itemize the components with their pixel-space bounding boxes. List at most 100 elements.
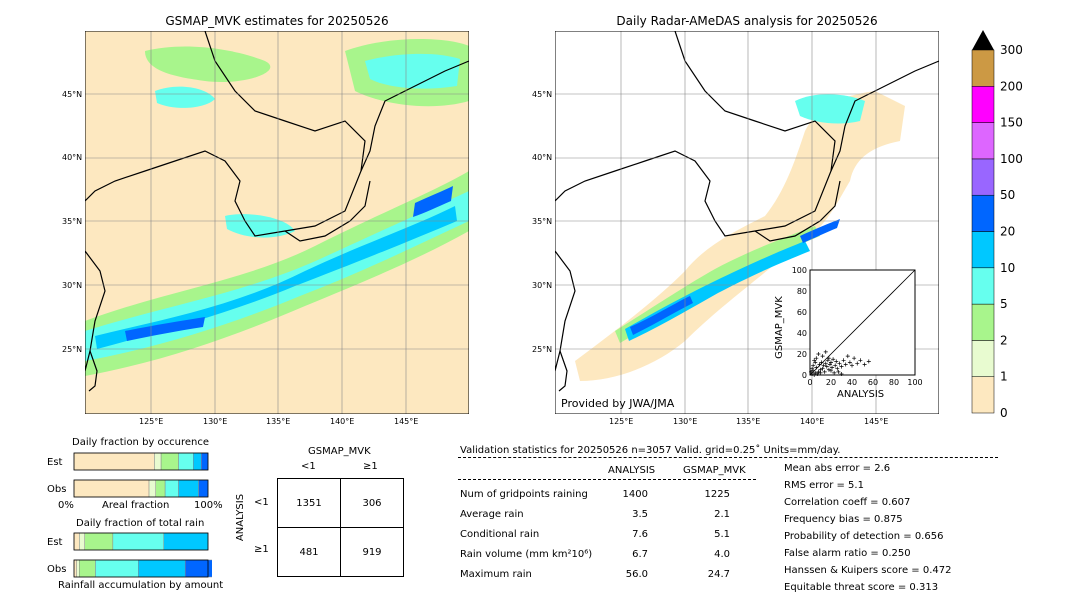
coastline-honshu	[284, 180, 371, 242]
validation-row-label: Maximum rain	[460, 569, 532, 580]
colorbar-labels: 0 1 2 5 10 20 50 100 150 200 300	[1000, 43, 1023, 420]
scatter-point	[813, 360, 818, 365]
validation-col-gsmap: GSMAP_MVK	[683, 465, 746, 476]
stack-bar-frame	[73, 452, 209, 471]
occurrence-title: Daily fraction by occurence	[72, 437, 210, 448]
stack-segment	[95, 559, 139, 578]
scatter-point	[820, 366, 825, 371]
validation-divider	[458, 457, 998, 458]
rain-core-2	[413, 186, 453, 217]
colorbar-label: 300	[1000, 43, 1023, 57]
scatter-point	[822, 369, 827, 374]
scatter-point	[823, 361, 828, 366]
validation-row-analysis: 1400	[622, 489, 648, 500]
colorbar-label: 1	[1000, 370, 1008, 384]
contingency-row-label-ge1: ≥1	[254, 544, 269, 555]
contingency-cell-01: 306	[340, 478, 404, 528]
right-map-title: Daily Radar-AMeDAS analysis for 20250526	[616, 14, 878, 28]
left-lon-label-135: 135°E	[266, 417, 291, 426]
left-map	[85, 31, 469, 414]
colorbar-label: 2	[1000, 333, 1008, 347]
coastline-china	[85, 250, 106, 372]
scatter-point	[830, 365, 835, 370]
score-rmse: RMS error = 5.1	[784, 480, 864, 491]
validation-row-label: Rain volume (mm km²10⁶)	[460, 549, 593, 560]
occurrence-chart	[73, 452, 209, 498]
left-map-title: GSMAP_MVK estimates for 20250526	[165, 14, 389, 28]
stack-segment	[84, 532, 114, 551]
score-mae: Mean abs error = 2.6	[784, 463, 891, 474]
right-lon-label-145: 145°E	[864, 417, 889, 426]
colorbar-box	[971, 376, 995, 414]
coastline-north	[360, 60, 469, 172]
colorbar-label: 10	[1000, 261, 1015, 275]
colorbar-label: 200	[1000, 79, 1023, 93]
scatter-point	[812, 373, 817, 377]
colorbar: 0 1 2 5 10 20 50 100 150 200 300	[971, 30, 1023, 420]
rain-north-4	[155, 86, 215, 108]
scatter-point	[818, 370, 823, 375]
scatter-point	[811, 368, 816, 373]
stack-segment	[198, 479, 209, 498]
scatter-xlabel: ANALYSIS	[837, 389, 885, 400]
score-pod: Probability of detection = 0.656	[784, 531, 944, 542]
rain-north-1	[145, 46, 271, 82]
scatter-x-tick: 20	[826, 378, 836, 387]
scatter-ylabel: GSMAP_MVK	[773, 296, 785, 359]
scatter-point	[836, 369, 841, 374]
stack-segment	[154, 452, 162, 471]
radar-rain-core-2	[800, 219, 840, 243]
right-lat-label-40: 40°N	[532, 153, 553, 162]
scatter-point	[843, 362, 848, 367]
stack-segment	[73, 452, 155, 471]
data-credit: Provided by JWA/JMA	[561, 397, 675, 410]
colorbar-extend-arrow	[972, 30, 994, 50]
scatter-point	[831, 357, 836, 362]
colorbar-box	[971, 231, 995, 269]
validation-subdivider	[458, 479, 756, 480]
stack-segment	[193, 452, 202, 471]
stack-segment	[73, 532, 80, 551]
scatter-y-tick: 60	[797, 308, 807, 317]
coastline-taiwan	[88, 350, 98, 392]
contingency-table: 1351 306 481 919	[277, 478, 404, 577]
scatter-ticks: 00 20 20 40 40 60 60 80 80 100 100	[792, 266, 923, 387]
total-rain-title: Daily fraction of total rain	[76, 518, 205, 529]
validation-row-gsmap: 2.1	[714, 509, 730, 520]
scatter-point	[839, 371, 844, 376]
scatter-point	[839, 364, 844, 369]
left-lon-label-125: 125°E	[139, 417, 164, 426]
scatter-point	[815, 371, 820, 376]
stack-segment	[73, 479, 150, 498]
validation-row-label: Num of gridpoints raining	[460, 489, 588, 500]
colorbar-label: 5	[1000, 297, 1008, 311]
stack-segment	[160, 452, 179, 471]
colorbar-box	[971, 194, 995, 232]
left-lat-label-45: 45°N	[62, 90, 83, 99]
right-lon-label-130: 130°E	[673, 417, 698, 426]
scatter-point	[816, 352, 821, 356]
validation-row-gsmap: 5.1	[714, 529, 730, 540]
stack-segment	[112, 532, 165, 551]
scatter-point	[817, 362, 822, 367]
stack-segment	[138, 559, 186, 578]
contingency-col-label-lt1: <1	[301, 461, 316, 472]
scatter-y-tick: 80	[797, 287, 807, 296]
stack-bar-frame	[73, 559, 209, 578]
stack-segment	[148, 479, 156, 498]
score-hk: Hanssen & Kuipers score = 0.472	[784, 565, 952, 576]
right-lon-label-125: 125°E	[609, 417, 634, 426]
scatter-point	[829, 360, 833, 365]
scatter-diagonal	[809, 269, 916, 376]
scatter-point	[837, 361, 842, 366]
colorbar-box	[971, 158, 995, 196]
validation-col-analysis: ANALYSIS	[608, 465, 656, 476]
right-coastline-taiwan	[558, 350, 568, 392]
stack-segment	[163, 532, 209, 551]
occurrence-axis-left: 0%	[58, 500, 74, 511]
right-lon-label-140: 140°E	[800, 417, 825, 426]
contingency-col-label-ge1: ≥1	[363, 461, 378, 472]
scatter-point	[858, 358, 863, 363]
scatter-point	[820, 354, 825, 359]
contingency-cell-11: 919	[340, 527, 404, 577]
